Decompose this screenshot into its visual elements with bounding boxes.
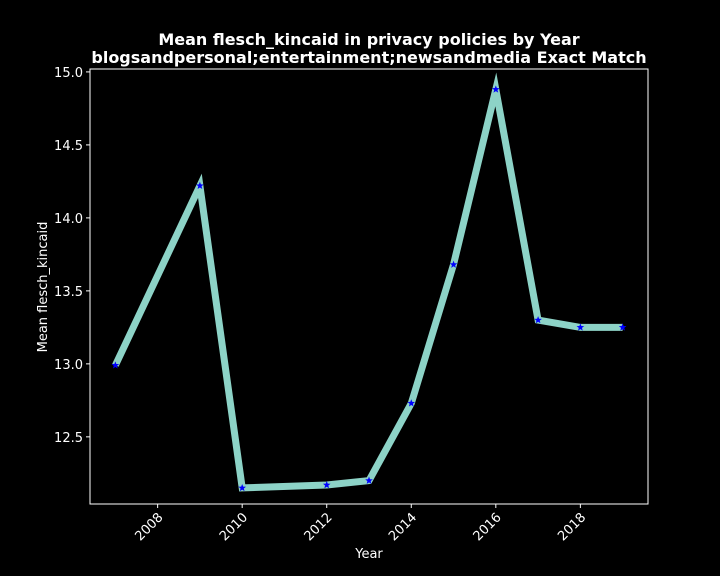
data-point-marker-2012 <box>322 481 331 489</box>
chart-title-line-1: Mean flesch_kincaid in privacy policies … <box>158 30 579 49</box>
data-point-marker-2007 <box>111 361 120 369</box>
y-axis-label: Mean flesch_kincaid <box>36 222 51 353</box>
plot-area <box>111 72 627 492</box>
chart-title-line-2: blogsandpersonal;entertainment;newsandme… <box>91 48 646 67</box>
axes-frame <box>89 68 649 505</box>
y-axis: 12.5 13.0 13.5 14.0 14.5 15.0 <box>54 66 90 446</box>
x-axis-label: Year <box>354 547 383 562</box>
y-tick-label: 14.0 <box>54 212 83 227</box>
data-point-marker-2009 <box>196 181 204 190</box>
y-tick-label: 12.5 <box>54 431 83 446</box>
data-point-marker-2017 <box>534 316 542 324</box>
y-tick-label: 13.0 <box>54 358 83 373</box>
data-point-marker-2018 <box>576 323 585 331</box>
data-point-marker-2010 <box>238 483 246 492</box>
data-point-marker-2019 <box>618 323 627 331</box>
y-tick-label: 13.5 <box>54 285 83 300</box>
data-point-marker-2013 <box>365 476 373 484</box>
data-point-marker-2015 <box>449 260 458 268</box>
y-tick-label: 15.0 <box>54 66 83 81</box>
data-point-marker-2016 <box>492 85 500 93</box>
data-point-marker-2014 <box>407 399 416 407</box>
y-tick-label: 14.5 <box>54 139 83 154</box>
